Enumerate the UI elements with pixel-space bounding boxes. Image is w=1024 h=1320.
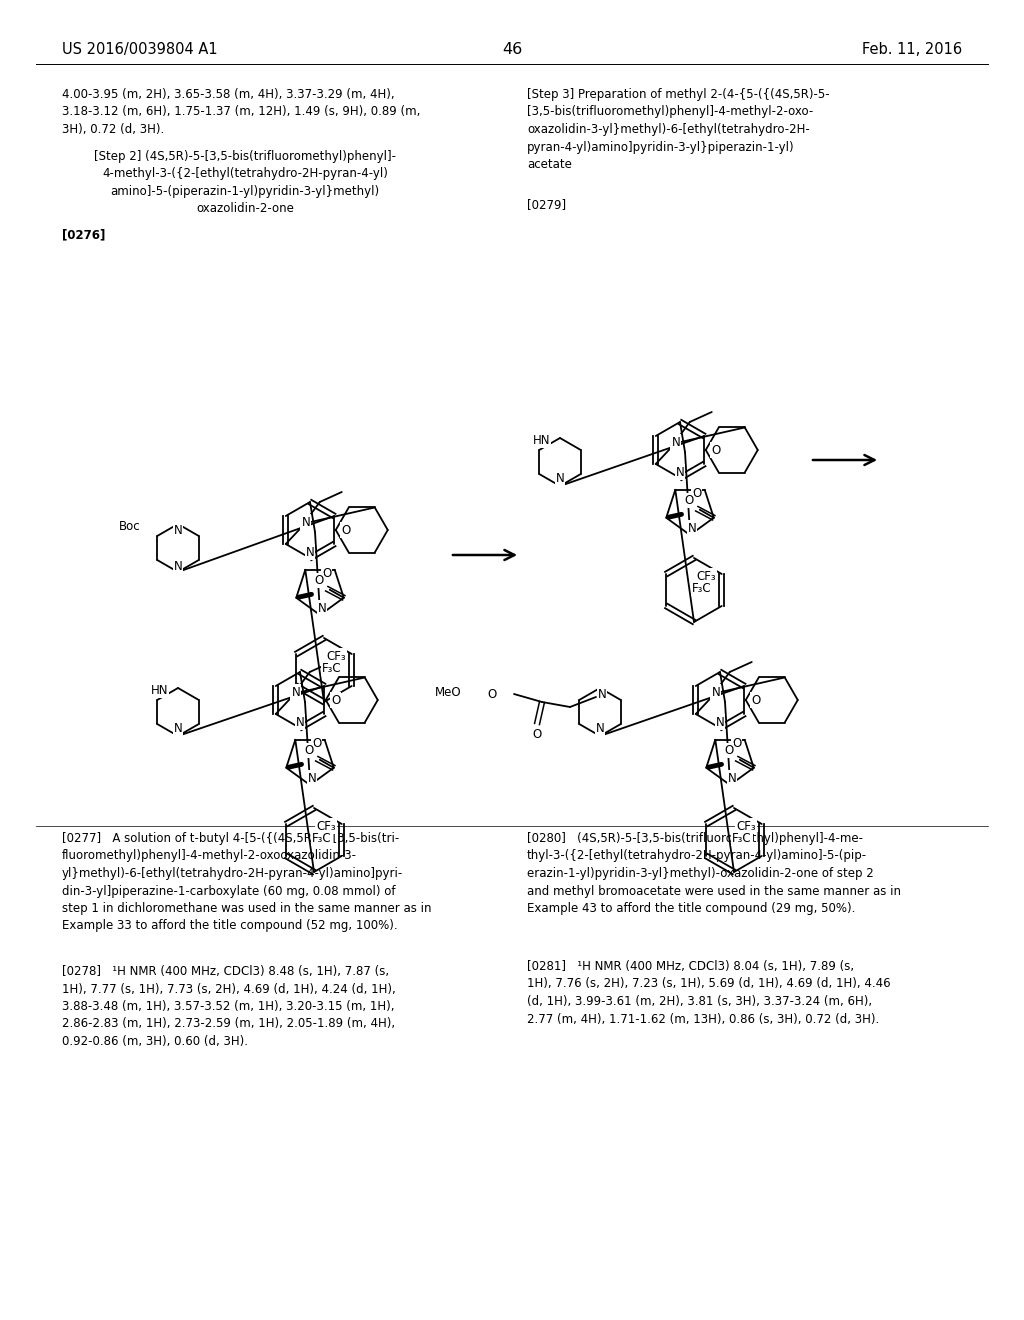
Text: N: N (174, 722, 182, 735)
Text: N: N (307, 771, 316, 784)
Text: N: N (716, 715, 724, 729)
Text: O: O (312, 738, 322, 750)
Text: O: O (732, 738, 741, 750)
Text: CF₃: CF₃ (696, 569, 716, 582)
Text: N: N (317, 602, 327, 615)
Text: F₃C: F₃C (312, 832, 332, 845)
Text: Boc: Boc (119, 520, 140, 532)
Text: N: N (174, 524, 182, 536)
Text: N: N (598, 689, 606, 701)
Text: N: N (305, 545, 314, 558)
Text: [0276]: [0276] (62, 228, 105, 242)
Text: [0279]: [0279] (527, 198, 566, 211)
Text: O: O (487, 688, 497, 701)
Text: O: O (323, 568, 332, 581)
Text: HN: HN (532, 433, 550, 446)
Text: O: O (341, 524, 350, 536)
Text: O: O (684, 494, 693, 507)
Text: O: O (314, 574, 324, 587)
Text: F₃C: F₃C (732, 832, 752, 845)
Text: CF₃: CF₃ (316, 820, 336, 833)
Text: F₃C: F₃C (323, 661, 342, 675)
Text: O: O (752, 693, 761, 706)
Text: N: N (301, 516, 310, 528)
Text: CF₃: CF₃ (736, 820, 756, 833)
Text: N: N (174, 560, 182, 573)
Text: N: N (292, 685, 300, 698)
Text: O: O (304, 744, 313, 758)
Text: MeO: MeO (435, 685, 462, 698)
Text: O: O (711, 444, 720, 457)
Text: N: N (728, 771, 736, 784)
Text: O: O (724, 744, 733, 758)
Text: N: N (712, 685, 720, 698)
Text: US 2016/0039804 A1: US 2016/0039804 A1 (62, 42, 218, 57)
Text: O: O (532, 727, 542, 741)
Text: Feb. 11, 2016: Feb. 11, 2016 (862, 42, 962, 57)
Text: [Step 3] Preparation of methyl 2-(4-{5-({(4S,5R)-5-
[3,5-bis(trifluoromethyl)phe: [Step 3] Preparation of methyl 2-(4-{5-(… (527, 88, 829, 172)
Text: [0278]   ¹H NMR (400 MHz, CDCl3) 8.48 (s, 1H), 7.87 (s,
1H), 7.77 (s, 1H), 7.73 : [0278] ¹H NMR (400 MHz, CDCl3) 8.48 (s, … (62, 965, 395, 1048)
Text: 4.00-3.95 (m, 2H), 3.65-3.58 (m, 4H), 3.37-3.29 (m, 4H),
3.18-3.12 (m, 6H), 1.75: 4.00-3.95 (m, 2H), 3.65-3.58 (m, 4H), 3.… (62, 88, 421, 136)
Text: HN: HN (151, 684, 168, 697)
Text: N: N (596, 722, 604, 735)
Text: N: N (296, 715, 304, 729)
Text: N: N (676, 466, 684, 479)
Text: [0277]   A solution of t-butyl 4-[5-({(4S,5R)-5-[3,5-bis(tri-
fluoromethyl)pheny: [0277] A solution of t-butyl 4-[5-({(4S,… (62, 832, 431, 932)
Text: O: O (331, 693, 340, 706)
Text: N: N (672, 436, 680, 449)
Text: CF₃: CF₃ (327, 649, 346, 663)
Text: [Step 2] (4S,5R)-5-[3,5-bis(trifluoromethyl)phenyl]-
4-methyl-3-({2-[ethyl(tetra: [Step 2] (4S,5R)-5-[3,5-bis(trifluoromet… (94, 150, 396, 215)
Text: [0280]   (4S,5R)-5-[3,5-bis(trifluoromethyl)phenyl]-4-me-
thyl-3-({2-[ethyl(tetr: [0280] (4S,5R)-5-[3,5-bis(trifluoromethy… (527, 832, 901, 915)
Text: O: O (692, 487, 701, 500)
Text: [0281]   ¹H NMR (400 MHz, CDCl3) 8.04 (s, 1H), 7.89 (s,
1H), 7.76 (s, 2H), 7.23 : [0281] ¹H NMR (400 MHz, CDCl3) 8.04 (s, … (527, 960, 891, 1026)
Text: N: N (688, 521, 696, 535)
Text: N: N (556, 473, 564, 486)
Text: 46: 46 (502, 42, 522, 57)
Text: F₃C: F₃C (692, 582, 712, 594)
